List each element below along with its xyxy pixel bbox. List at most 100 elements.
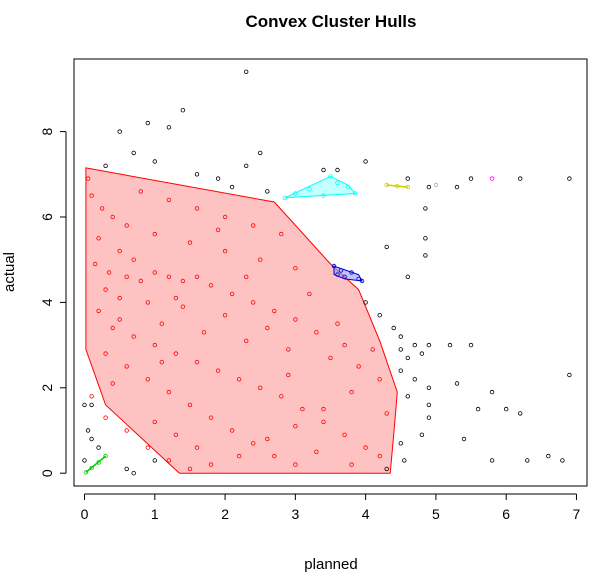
cluster-1-point [349, 462, 354, 467]
noise-point [475, 406, 481, 412]
cluster-1-point [180, 304, 186, 309]
cluster-1-point [363, 445, 368, 450]
noise-point [166, 125, 172, 130]
x-tick-label: 1 [151, 506, 159, 522]
y-tick-label: 2 [39, 384, 55, 392]
noise-point [363, 159, 368, 164]
noise-point [419, 351, 425, 356]
cluster-1-point [173, 351, 179, 356]
x-tick-label: 0 [81, 506, 89, 522]
noise-point [145, 120, 150, 126]
cluster-1-point [208, 283, 214, 288]
noise-point [152, 159, 157, 164]
cluster-1-point [265, 325, 270, 331]
cluster-2-point [345, 184, 351, 190]
cluster-1-point [99, 206, 105, 211]
cluster-1-point [92, 261, 98, 267]
cluster-1-point [321, 419, 326, 425]
noise-point [405, 394, 410, 399]
noise-point [423, 236, 428, 241]
cluster-1-point [124, 428, 129, 433]
noise-point [229, 184, 235, 190]
y-tick-label: 0 [39, 469, 55, 477]
chart-title: Convex Cluster Hulls [246, 12, 417, 31]
cluster-1-point [187, 240, 193, 245]
cluster-1-point [166, 389, 172, 395]
cluster-2-point [282, 195, 287, 200]
cluster-3-point [356, 276, 361, 282]
x-tick-label: 2 [221, 506, 229, 522]
cluster-1-point [293, 424, 298, 429]
cluster-5-point [103, 453, 108, 459]
cluster-1-point [166, 458, 172, 463]
noise-point [377, 313, 382, 318]
cluster-1-point [187, 402, 193, 408]
noise-point [405, 355, 410, 361]
cluster-1-point [103, 351, 108, 356]
noise-point [468, 176, 474, 181]
cluster-1-point [117, 248, 122, 254]
noise-point [426, 402, 432, 408]
cluster-1-point [187, 466, 193, 472]
cluster-1-point [131, 334, 136, 339]
cluster-1-point [152, 419, 157, 425]
cluster-1-point [258, 385, 263, 390]
plot-area-frame [73, 58, 588, 487]
cluster-1-point [145, 300, 150, 305]
noise-point [215, 176, 221, 181]
cluster-1-point [314, 330, 319, 335]
noise-point [402, 458, 407, 463]
cluster-1-point [89, 394, 94, 399]
cluster-1-point [222, 313, 228, 318]
cluster-1-point [152, 231, 157, 237]
cluster-1-point [117, 295, 122, 301]
cluster-1-point [335, 321, 340, 326]
cluster-1-point [279, 231, 284, 237]
cluster-1-point [194, 206, 200, 211]
cluster-1-point [106, 270, 112, 275]
cluster-2-hull [284, 175, 357, 199]
noise-point [398, 347, 403, 352]
cluster-1-point [356, 364, 361, 369]
cluster-2-point [321, 193, 326, 198]
cluster-2-point [307, 186, 312, 192]
cluster-1-point [272, 308, 277, 314]
cluster-1-point [110, 381, 115, 386]
cluster-1-point [138, 189, 143, 194]
cluster-1-point [124, 223, 129, 228]
cluster-7-point [433, 182, 439, 188]
noise-point [398, 334, 403, 339]
cluster-1-point [201, 330, 207, 335]
cluster-1-point [243, 338, 249, 343]
cluster-1-point [314, 449, 319, 454]
cluster-4-point [395, 183, 400, 189]
cluster-5-point [96, 460, 101, 465]
cluster-1-point [265, 436, 270, 442]
cluster-1-point [321, 406, 326, 412]
noise-point [180, 107, 186, 113]
cluster-1-point [342, 432, 347, 437]
cluster-1-point [103, 415, 108, 420]
y-tick-label: 8 [39, 127, 55, 135]
noise-point [426, 385, 432, 390]
cluster-1-point [349, 389, 354, 395]
cluster-1-point [103, 287, 108, 292]
noise-point [89, 402, 94, 408]
cluster-1-point [124, 274, 129, 279]
noise-point [384, 244, 389, 250]
cluster-points [83, 174, 495, 475]
noise-point [117, 129, 122, 134]
noise-point [447, 342, 453, 348]
cluster-1-point [243, 274, 249, 279]
noise-point [124, 466, 129, 472]
cluster-4-hull [386, 184, 408, 188]
cluster-1-point [286, 347, 291, 352]
noise-point [152, 458, 157, 463]
cluster-4-point [384, 182, 389, 188]
noise-point [489, 389, 495, 395]
x-tick-label: 3 [291, 506, 299, 522]
noise-point [103, 163, 108, 168]
cluster-hulls [85, 167, 408, 474]
y-axis: 0 2 4 6 8 [39, 127, 67, 477]
